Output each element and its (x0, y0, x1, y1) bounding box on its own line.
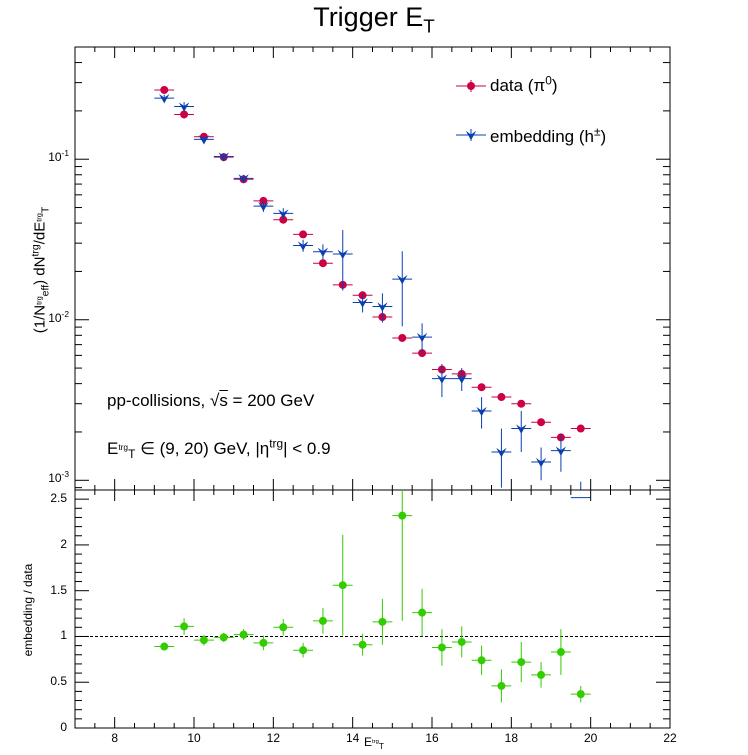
ratio-point (180, 622, 189, 631)
ratio-point (219, 633, 228, 642)
embedding-h-point (178, 102, 190, 112)
data-pi0-point (160, 85, 169, 94)
y-tick-label-top: 10-2 (48, 308, 69, 325)
y-axis-label-bottom: embedding / data (21, 563, 35, 657)
data-pi0-point (318, 259, 327, 268)
embedding-h-point (258, 201, 269, 212)
x-tick-label: 16 (425, 731, 439, 745)
ratio-point (457, 637, 466, 646)
legend-marker-data (467, 82, 475, 90)
embedding-h-point (238, 174, 249, 184)
embedding-h-point (576, 493, 586, 502)
top-panel (74, 46, 671, 502)
y-tick-label-top: 10-1 (48, 148, 69, 165)
ratio-point (279, 623, 288, 632)
data-pi0-point (497, 393, 506, 402)
data-pi0-point (537, 418, 546, 427)
x-tick-label: 22 (663, 731, 677, 745)
x-axis-label: EtrgT (364, 735, 384, 752)
ratio-series (154, 490, 591, 703)
y-tick-label-bottom: 0 (60, 720, 67, 734)
legend-entry-embedding: embedding (h±) (490, 124, 607, 146)
ratio-point (338, 581, 347, 590)
ratio-point (556, 648, 565, 657)
x-tick-label: 18 (504, 731, 518, 745)
ratio-point (477, 656, 486, 665)
x-tick-label: 8 (111, 731, 118, 745)
ratio-point (437, 643, 446, 652)
embedding-h-point (377, 302, 388, 312)
embedding-h-point (496, 447, 507, 458)
embedding-h-point (317, 247, 329, 258)
legend (456, 80, 486, 141)
x-tick-label: 10 (187, 731, 201, 745)
data-pi0-point (576, 424, 585, 433)
chart-title: Trigger ET (313, 2, 435, 38)
legend-marker-embedding (465, 130, 477, 141)
ratio-point (199, 636, 208, 645)
embedding-h-point (516, 424, 527, 434)
data-pi0-point (477, 383, 486, 392)
top-frame (74, 46, 671, 491)
data-pi0-point (299, 230, 308, 239)
ratio-point (239, 630, 248, 639)
embedding-h-point (436, 374, 448, 384)
ratio-point (398, 511, 407, 520)
embedding-h-point (218, 152, 229, 162)
embedding-h-point (397, 274, 408, 285)
data-pi0-point (279, 215, 288, 224)
legend-entry-data: data (π0) (490, 73, 558, 95)
ratio-point (497, 681, 506, 690)
embedding-h-point (456, 374, 467, 384)
annotation-collisions: pp-collisions, √s = 200 GeV (107, 391, 315, 410)
ratio-point (378, 617, 387, 626)
ratio-point (259, 638, 268, 647)
embedding-h-series (154, 94, 591, 502)
data-pi0-point (180, 110, 189, 119)
ratio-point (517, 658, 526, 667)
ratio-point (576, 690, 585, 699)
ratio-point (418, 608, 427, 617)
ratio-panel (74, 489, 671, 729)
data-pi0-point (517, 399, 526, 408)
ratio-point (318, 616, 327, 625)
ratio-point (537, 670, 546, 679)
embedding-h-point (535, 457, 547, 468)
embedding-h-point (159, 94, 170, 104)
embedding-h-point (416, 332, 428, 343)
embedding-h-point (278, 209, 289, 219)
y-tick-label-bottom: 2.5 (50, 491, 67, 506)
ratio-point (160, 642, 169, 651)
y-tick-label-bottom: 2 (60, 536, 67, 551)
y-tick-label-bottom: 0.5 (50, 674, 67, 689)
embedding-h-point (357, 298, 368, 308)
embedding-h-point (476, 406, 487, 417)
y-tick-label-bottom: 1.5 (50, 582, 67, 597)
embedding-h-point (337, 249, 348, 260)
data-pi0-point (398, 333, 407, 342)
embedding-h-point (297, 241, 309, 251)
y-tick-label-top: 10-3 (48, 469, 69, 486)
annotation-cuts: EtrgT ∈ (9, 20) GeV, |ηtrg| < 0.9 (107, 436, 331, 462)
y-tick-label-bottom: 1 (60, 628, 67, 643)
embedding-h-point (198, 135, 210, 145)
x-tick-label: 12 (266, 731, 280, 745)
x-tick-label: 14 (345, 731, 360, 745)
embedding-h-point (555, 446, 567, 456)
ratio-point (299, 646, 308, 655)
ratio-point (358, 640, 367, 649)
x-tick-label: 20 (583, 731, 598, 745)
